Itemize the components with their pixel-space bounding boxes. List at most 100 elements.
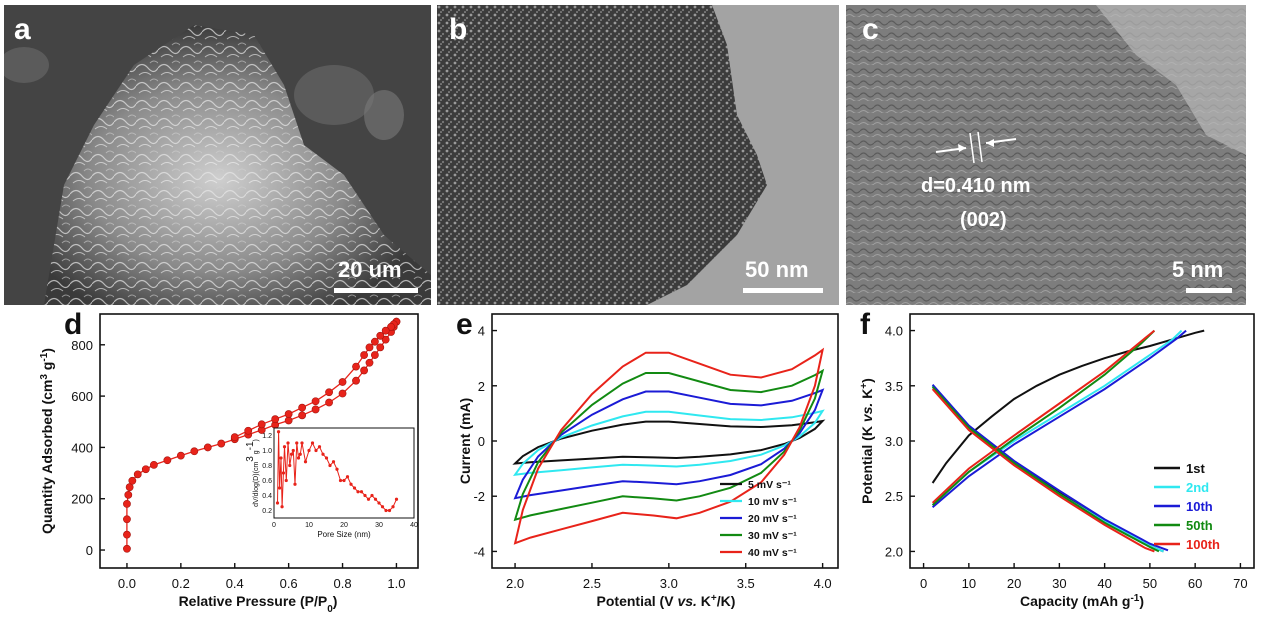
inset-y-axis-title: dV/dlog(D)(cm3 g-1)	[245, 439, 261, 507]
inset-point-30	[349, 482, 353, 486]
inset-point-43	[394, 497, 399, 501]
inset-point-13	[295, 441, 299, 445]
y-tick-label-e-1: -2	[473, 489, 485, 504]
legend-label-e-2: 20 mV s⁻¹	[748, 513, 797, 525]
isotherm-point-1-11	[311, 397, 320, 406]
inset-point-22	[321, 452, 325, 456]
sem-porous-carbon-image	[4, 5, 431, 305]
x-tick-label-f-3: 30	[1052, 576, 1066, 591]
isotherm-point-1-15	[257, 420, 266, 429]
inset-point-18	[307, 448, 311, 453]
inset-point-33	[359, 490, 364, 494]
legend-label-f-4: 100th	[1186, 537, 1220, 552]
y-tick-label-f-3: 3.5	[885, 379, 903, 394]
inset-x-tick-label-4: 40	[410, 522, 418, 529]
charge-curve-3	[931, 329, 1156, 506]
panel-letter-d: d	[64, 308, 83, 341]
inset-point-2	[278, 486, 282, 490]
inset-y-tick-label-2: 0.6	[262, 478, 272, 485]
inset-point-39	[380, 505, 385, 509]
isotherm-point-1-10	[325, 388, 333, 397]
isotherm-point-0-24	[352, 376, 360, 385]
x-axis-title-e: Potential (V vs. K+/K)	[597, 593, 736, 610]
isotherm-point-1-9	[338, 378, 347, 386]
isotherm-point-1-2	[387, 322, 395, 331]
inset-x-tick-label-1: 10	[305, 522, 313, 529]
inset-point-3	[279, 456, 283, 460]
y-tick-label-f-0: 2.0	[885, 544, 903, 559]
inset-point-28	[342, 478, 346, 483]
scale-bar-a	[334, 288, 418, 293]
scale-label-a: 20 um	[338, 257, 402, 282]
inset-x-tick-label-0: 0	[272, 522, 276, 529]
isotherm-point-0-9	[149, 460, 158, 469]
cv-curve-4	[513, 347, 825, 545]
isotherm-point-0-8	[141, 465, 150, 474]
lattice-spacing-label: d=0.410 nm	[921, 175, 1031, 197]
isotherm-point-0-7	[133, 470, 142, 479]
panel-letter-e: e	[456, 308, 473, 341]
x-tick-label-f-4: 40	[1097, 576, 1111, 591]
inset-point-17	[303, 460, 308, 464]
isotherm-point-1-13	[284, 410, 293, 418]
legend-label-f-0: 1st	[1186, 461, 1205, 476]
inset-point-31	[352, 486, 357, 490]
x-tick-label-d-0: 0.0	[118, 576, 136, 591]
y-tick-label-e-3: 2	[478, 379, 485, 394]
inset-point-38	[377, 501, 381, 505]
inset-y-tick-label-0: 0.2	[262, 508, 272, 515]
legend-label-e-4: 40 mV s⁻¹	[748, 547, 797, 559]
x-tick-label-e-3: 3.5	[737, 576, 755, 591]
panel-a-sem-image: a 20 um	[4, 5, 431, 305]
y-tick-label-f-2: 3.0	[885, 434, 903, 449]
isotherm-point-0-20	[298, 411, 307, 420]
scale-label-c: 5 nm	[1172, 257, 1224, 282]
inset-point-29	[345, 475, 350, 479]
discharge-curve-2	[931, 384, 1169, 552]
y-axis-title-e: Current (mA)	[457, 398, 473, 484]
inset-point-26	[335, 467, 339, 471]
legend-label-f-3: 50th	[1186, 518, 1213, 533]
tem-image	[437, 5, 839, 305]
isotherm-point-0-25	[360, 366, 369, 375]
inset-point-24	[328, 463, 332, 468]
inset-point-36	[370, 493, 374, 498]
isotherm-point-0-22	[325, 398, 333, 407]
x-tick-label-f-0: 0	[920, 576, 927, 591]
panel-letter-a: a	[14, 13, 31, 46]
inset-point-11	[291, 448, 295, 453]
isotherm-point-0-12	[190, 447, 199, 456]
x-tick-label-e-1: 2.5	[583, 576, 601, 591]
inset-point-32	[356, 490, 360, 494]
legend-label-e-1: 10 mV s⁻¹	[748, 496, 797, 508]
isotherm-point-0-28	[376, 343, 385, 352]
inset-x-axis-title: Pore Size (nm)	[317, 530, 371, 539]
isotherm-point-1-7	[360, 351, 369, 359]
isotherm-point-1-16	[244, 426, 253, 435]
inset-x-tick-label-3: 30	[375, 522, 383, 529]
inset-point-37	[373, 497, 378, 501]
inset-point-16	[300, 441, 304, 445]
scale-label-b: 50 nm	[745, 257, 809, 282]
isotherm-point-0-3	[123, 499, 131, 508]
inset-point-8	[286, 441, 290, 445]
y-tick-label-e-0: -4	[473, 544, 485, 559]
inset-point-42	[391, 505, 395, 509]
isotherm-point-1-5	[370, 337, 379, 346]
inset-point-21	[317, 445, 322, 449]
inset-point-9	[288, 463, 292, 468]
inset-point-27	[338, 478, 343, 483]
inset-point-5	[281, 471, 286, 475]
legend-label-f-2: 10th	[1186, 499, 1213, 514]
panel-b-tem-image: b 50 nm	[437, 5, 839, 305]
isotherm-point-0-26	[365, 358, 374, 367]
isotherm-point-1-14	[271, 415, 280, 424]
hrtem-lattice-image	[846, 5, 1246, 305]
x-tick-label-d-4: 0.8	[334, 576, 352, 591]
charge-curve-4	[931, 329, 1156, 504]
inset-point-6	[282, 445, 287, 449]
isotherm-point-0-10	[163, 456, 172, 465]
isotherm-point-0-6	[128, 476, 137, 485]
x-tick-label-d-5: 1.0	[387, 576, 405, 591]
chart-f-svg: 0 10 20 30 40 50 60 70 2.0 2.5 3.0 3.5 4.0 1st 2nd 10th…	[859, 313, 1255, 609]
